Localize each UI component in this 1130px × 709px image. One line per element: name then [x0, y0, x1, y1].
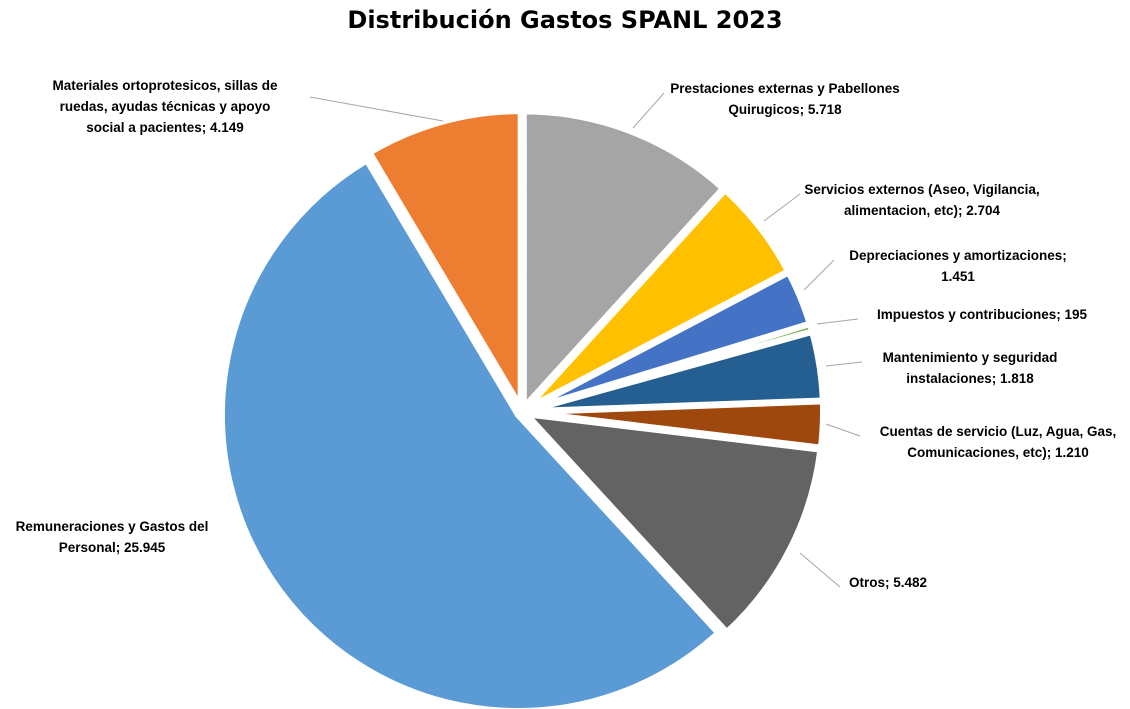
data-label-remuneraciones-y-gastos-del-personal: Remuneraciones y Gastos del Personal; 25.… — [16, 519, 209, 555]
leader-line-impuestos-y-contribuciones — [816, 318, 859, 325]
data-label-otros: Otros; 5.482 — [849, 575, 927, 590]
data-label-depreciaciones-y-amortizaciones: Depreciaciones y amortizaciones; 1.451 — [849, 248, 1067, 284]
data-label-materiales-ortoprotesicos-sillas-de-ruedas-ayudas-tecnicas-y-apoyo-social-a-pacientes: Materiales ortoprotesicos, sillas de rued… — [52, 78, 278, 135]
pie-slice-otros — [523, 411, 824, 636]
leader-line-otros — [799, 552, 841, 588]
leader-line-depreciaciones-y-amortizaciones — [803, 259, 835, 291]
chart-title: Distribución Gastos SPANL 2023 — [347, 6, 783, 34]
pie-slice-materiales-ortoprotesicos-sillas-de-ruedas-ayudas-tecnicas-y-apoyo-social-a-pacientes — [366, 108, 524, 411]
leader-line-prestaciones-externas-y-pabellones-quirugicos — [632, 92, 665, 129]
data-label-mantenimiento-y-seguridad-instalaciones: Mantenimiento y seguridad instalaciones; … — [883, 350, 1058, 386]
leader-line-mantenimiento-y-seguridad-instalaciones — [825, 361, 863, 367]
data-label-impuestos-y-contribuciones: Impuestos y contribuciones; 195 — [877, 307, 1088, 322]
data-label-cuentas-de-servicio-luz-agua-gas-comunicaciones-etc: Cuentas de servicio (Luz, Agua, Gas, Comu… — [880, 424, 1117, 460]
leader-line-materiales-ortoprotesicos-sillas-de-ruedas-ayudas-tecnicas-y-apoyo-social-a-pacientes — [309, 96, 444, 122]
pie-slice-remuneraciones-y-gastos-del-personal — [219, 157, 722, 709]
data-label-prestaciones-externas-y-pabellones-quirugicos: Prestaciones externas y Pabellones Quirug… — [670, 81, 900, 117]
pie-slice-prestaciones-externas-y-pabellones-quirugicos — [520, 108, 726, 411]
leader-line-servicios-externos-aseo-vigilancia-alimentacion-etc — [763, 193, 801, 222]
data-label-servicios-externos-aseo-vigilancia-alimentacion-etc: Servicios externos (Aseo, Vigilancia, ali… — [804, 182, 1039, 218]
leader-line-cuentas-de-servicio-luz-agua-gas-comunicaciones-etc — [825, 423, 861, 437]
